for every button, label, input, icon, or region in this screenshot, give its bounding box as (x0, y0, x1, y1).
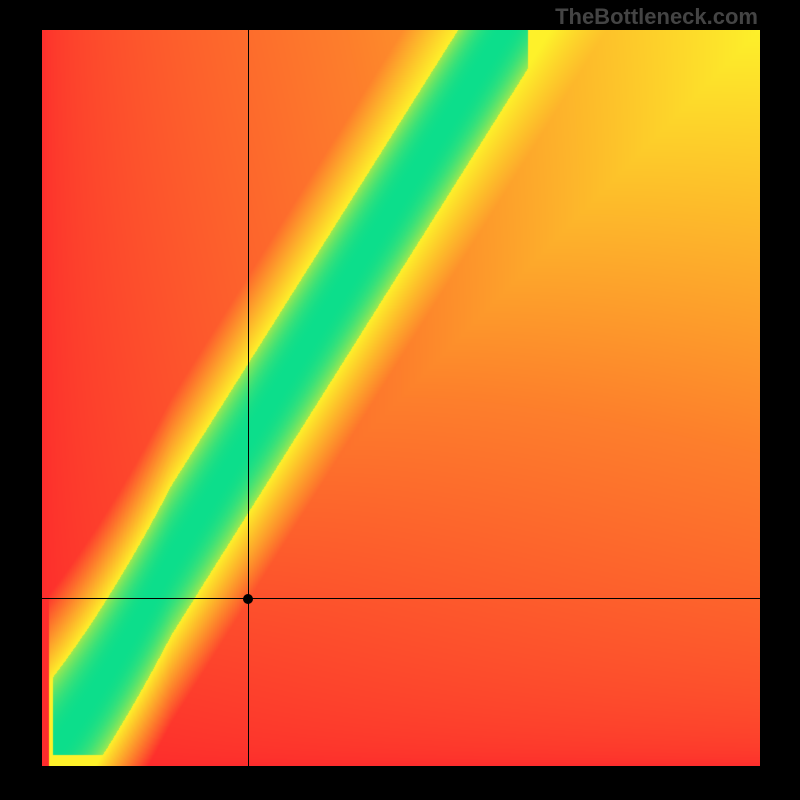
watermark-text: TheBottleneck.com (555, 4, 758, 30)
crosshair-marker-dot (243, 594, 253, 604)
bottleneck-heatmap (42, 30, 760, 766)
crosshair-horizontal (42, 598, 760, 599)
crosshair-vertical (248, 30, 249, 766)
